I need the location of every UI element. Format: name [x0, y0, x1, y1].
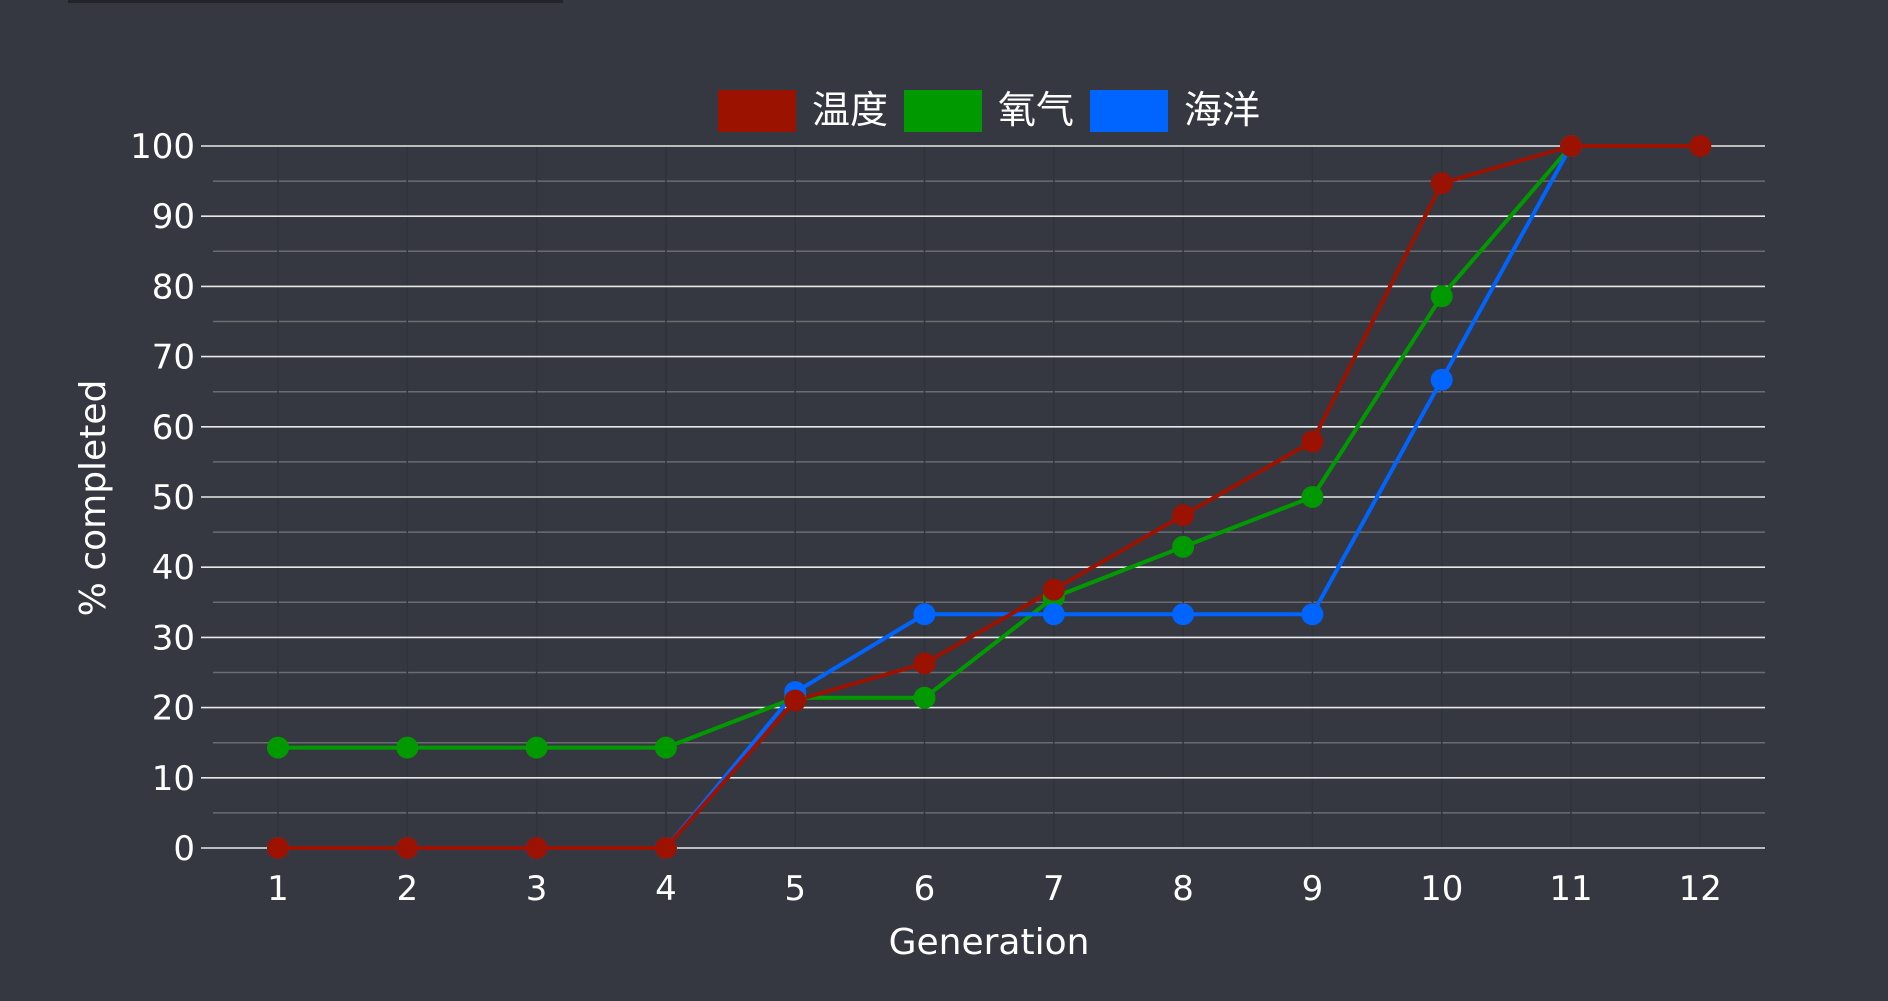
minor-gridlines — [213, 180, 1765, 814]
y-tick-label: 90 — [152, 197, 195, 237]
data-point[interactable] — [913, 686, 936, 709]
y-axis-title: % completed — [73, 380, 114, 617]
data-point[interactable] — [654, 837, 677, 859]
data-point[interactable] — [1042, 578, 1065, 601]
legend-item[interactable]: 海洋 — [1090, 88, 1260, 132]
x-tick-label: 10 — [1420, 869, 1463, 909]
data-point[interactable] — [1301, 603, 1324, 626]
data-point[interactable] — [1172, 535, 1195, 558]
data-point[interactable] — [1172, 603, 1195, 626]
x-tick-label: 11 — [1549, 869, 1592, 909]
series-points — [267, 135, 1712, 859]
data-point[interactable] — [396, 736, 419, 759]
data-point[interactable] — [654, 736, 677, 759]
data-point[interactable] — [1301, 486, 1324, 508]
legend-label: 氧气 — [998, 88, 1074, 132]
data-point[interactable] — [913, 603, 936, 626]
data-point[interactable] — [1430, 285, 1453, 308]
data-point[interactable] — [1430, 368, 1453, 391]
x-tick-label: 3 — [526, 869, 548, 909]
data-point[interactable] — [396, 837, 419, 859]
x-tick-label: 5 — [784, 869, 806, 909]
y-tick-label: 50 — [152, 478, 195, 518]
y-tick-label: 30 — [152, 618, 195, 658]
y-tick-label: 70 — [152, 338, 195, 378]
legend-swatch — [718, 90, 796, 132]
data-point[interactable] — [1172, 504, 1195, 527]
y-tick-label: 20 — [152, 689, 195, 729]
legend-item[interactable]: 氧气 — [904, 88, 1074, 132]
y-tick-label: 80 — [152, 267, 195, 307]
y-tick-label: 60 — [152, 408, 195, 448]
x-tick-label: 8 — [1172, 869, 1194, 909]
data-point[interactable] — [267, 736, 289, 759]
legend-swatch — [904, 90, 982, 132]
x-tick-label: 1 — [267, 869, 289, 909]
data-point[interactable] — [525, 736, 548, 759]
data-point[interactable] — [1689, 135, 1712, 157]
x-tick-label: 4 — [655, 869, 677, 909]
series-line — [276, 144, 1703, 850]
data-point[interactable] — [1560, 135, 1582, 157]
legend-label: 温度 — [812, 88, 888, 132]
legend-swatch — [1090, 90, 1168, 132]
top-scrollbar[interactable] — [68, 0, 563, 3]
legend-label: 海洋 — [1184, 88, 1260, 132]
x-tick-label: 2 — [396, 869, 418, 909]
data-point[interactable] — [913, 652, 936, 675]
x-tick-label: 7 — [1043, 869, 1065, 909]
y-tick-label: 10 — [152, 759, 195, 799]
y-tick-label: 100 — [130, 127, 195, 167]
data-point[interactable] — [784, 689, 807, 712]
legend: 温度 氧气 海洋 — [718, 88, 1260, 132]
x-axis-title: Generation — [889, 922, 1090, 963]
y-tick-label: 0 — [173, 829, 195, 869]
y-axis-ticks: 0 10 20 30 40 50 60 70 80 90 100 — [130, 127, 195, 869]
y-tick-label: 40 — [152, 548, 195, 588]
x-axis-ticks: 1 2 3 4 5 6 7 8 9 10 11 12 — [267, 869, 1722, 909]
data-point[interactable] — [1430, 172, 1453, 195]
legend-item[interactable]: 温度 — [718, 88, 888, 132]
data-point[interactable] — [1301, 430, 1324, 453]
x-tick-label: 12 — [1679, 869, 1722, 909]
x-tick-label: 9 — [1302, 869, 1324, 909]
data-point[interactable] — [1042, 603, 1065, 626]
data-point[interactable] — [267, 837, 289, 859]
data-point[interactable] — [525, 837, 548, 859]
x-tick-label: 6 — [914, 869, 936, 909]
major-gridlines — [201, 145, 1765, 849]
